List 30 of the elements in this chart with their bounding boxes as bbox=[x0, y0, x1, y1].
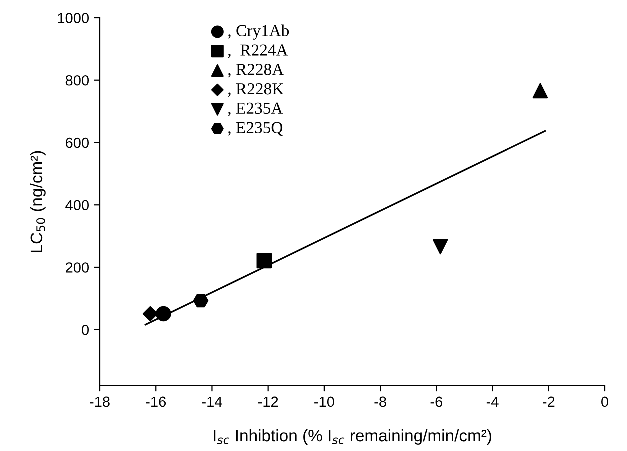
legend-label: , Cry1Ab bbox=[228, 24, 290, 40]
y-tick-label: 200 bbox=[66, 262, 90, 273]
x-tick-label: -6 bbox=[430, 396, 443, 408]
y-tick-label: 600 bbox=[66, 138, 90, 148]
y-axis-title: LC$_{50}$ (ng/cm²) bbox=[30, 151, 46, 252]
point bbox=[142, 306, 158, 322]
x-tick-label: 0 bbox=[602, 396, 608, 408]
legend-label: , E235Q bbox=[228, 122, 283, 136]
legend-label: , R228K bbox=[228, 83, 284, 98]
point bbox=[532, 83, 548, 99]
point bbox=[432, 239, 448, 255]
x-tick-label: -16 bbox=[146, 396, 166, 408]
x-tick-label: -14 bbox=[202, 396, 222, 407]
point bbox=[156, 306, 172, 322]
legend-label: , R228A bbox=[228, 64, 284, 78]
x-tick-label: -4 bbox=[486, 396, 499, 407]
legend-label: , E235A bbox=[228, 102, 284, 116]
y-tick-label: 400 bbox=[66, 200, 90, 211]
point bbox=[193, 294, 209, 308]
x-tick-label: -2 bbox=[543, 396, 555, 407]
x-tick-label: -10 bbox=[314, 396, 334, 408]
y-tick-label: 0 bbox=[82, 324, 90, 336]
y-tick-label: 1000 bbox=[58, 13, 90, 24]
point bbox=[256, 253, 272, 269]
x-tick-label: -12 bbox=[258, 396, 278, 407]
y-tick-label: 800 bbox=[66, 75, 90, 86]
x-tick-label: -8 bbox=[374, 396, 386, 408]
x-tick-label: -18 bbox=[90, 396, 110, 408]
legend-label: , R224A bbox=[228, 44, 288, 58]
x-axis-title: I$_{sc}$ Inhibtion (% I$_{sc}$ remaining/min/cm²) bbox=[214, 429, 492, 445]
